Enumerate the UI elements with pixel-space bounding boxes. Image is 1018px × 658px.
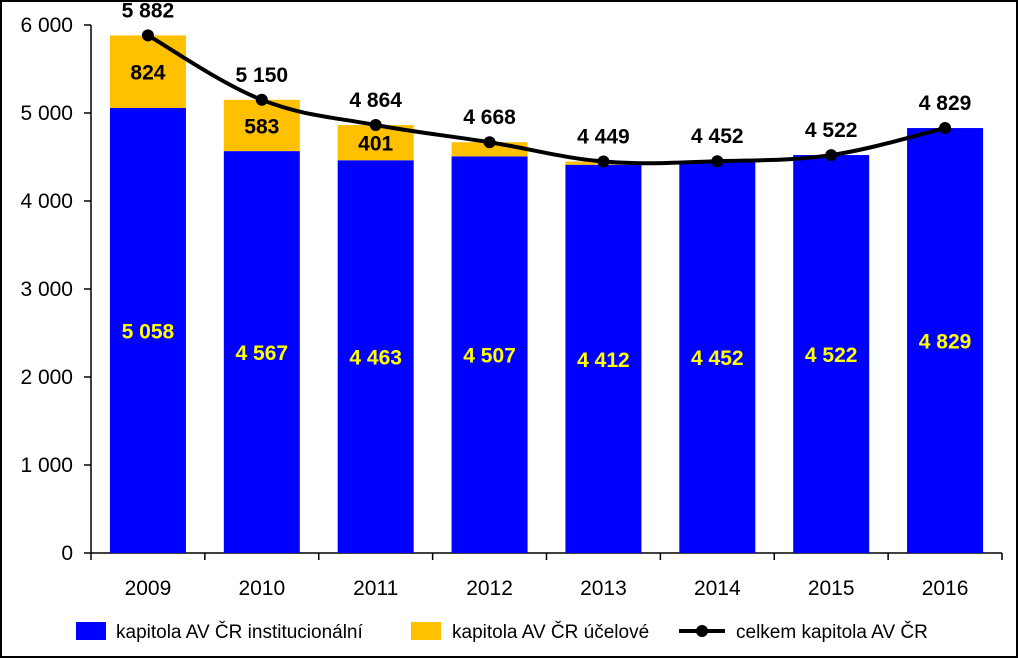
bar-institucionalni [793, 155, 870, 553]
y-tick-label: 6 000 [20, 14, 73, 37]
y-tick-label: 4 000 [20, 190, 73, 213]
bar-institucionalni-label: 4 452 [691, 347, 744, 370]
legend-swatch-ucelove [411, 622, 441, 640]
x-tick-label: 2016 [922, 577, 969, 600]
legend-swatch-institucionalni [76, 622, 106, 640]
y-tick-label: 2 000 [20, 366, 73, 389]
total-point [483, 136, 496, 149]
legend-label-institucionalni: kapitola AV ČR institucionální [116, 621, 363, 643]
total-label: 4 668 [463, 106, 516, 129]
legend-label-ucelove: kapitola AV ČR účelové [452, 621, 649, 643]
total-point [825, 149, 838, 162]
total-point [939, 122, 952, 135]
bar-institucionalni-label: 4 829 [919, 331, 972, 354]
bar-institucionalni-label: 4 507 [463, 345, 516, 368]
total-point [369, 118, 382, 131]
bar-institucionalni [223, 151, 300, 553]
total-label: 5 150 [236, 64, 289, 87]
total-label: 4 452 [691, 125, 744, 148]
x-tick-label: 2010 [238, 577, 285, 600]
total-label: 4 829 [919, 92, 972, 115]
total-label: 4 864 [349, 89, 402, 112]
bar-institucionalni [565, 164, 642, 553]
legend-label-celkem: celkem kapitola AV ČR [736, 621, 928, 643]
bar-institucionalni [337, 160, 414, 554]
total-point [711, 155, 724, 168]
bar-institucionalni-label: 5 058 [122, 320, 175, 343]
bar-ucelove-label: 824 [130, 62, 165, 85]
bar-ucelove [109, 35, 186, 108]
x-tick-label: 2011 [353, 577, 398, 600]
total-point [255, 93, 268, 106]
y-tick-label: 0 [61, 542, 73, 565]
bar-ucelove-label: 583 [244, 115, 279, 138]
x-tick-label: 2014 [694, 577, 741, 600]
y-tick-label: 1 000 [20, 454, 73, 477]
total-point [141, 29, 154, 42]
bar-institucionalni-label: 4 412 [577, 349, 630, 372]
y-tick-label: 3 000 [20, 278, 73, 301]
bar-institucionalni [451, 156, 528, 553]
x-tick-label: 2009 [125, 577, 172, 600]
bar-ucelove-label: 401 [358, 133, 393, 156]
x-tick-label: 2012 [466, 577, 513, 600]
total-point [597, 155, 610, 168]
bar-institucionalni [907, 128, 984, 553]
bar-institucionalni [109, 107, 186, 554]
total-label: 4 522 [805, 119, 858, 142]
legend-swatch-marker [696, 625, 708, 637]
x-tick-label: 2015 [808, 577, 855, 600]
y-tick-label: 5 000 [20, 102, 73, 125]
total-label: 5 882 [122, 0, 175, 22]
bar-institucionalni-label: 4 567 [236, 342, 289, 365]
total-label: 4 449 [577, 125, 630, 148]
bar-institucionalni-label: 4 463 [349, 347, 402, 370]
bar-institucionalni [679, 161, 756, 553]
bar-institucionalni-label: 4 522 [805, 344, 858, 367]
x-tick-label: 2013 [580, 577, 627, 600]
